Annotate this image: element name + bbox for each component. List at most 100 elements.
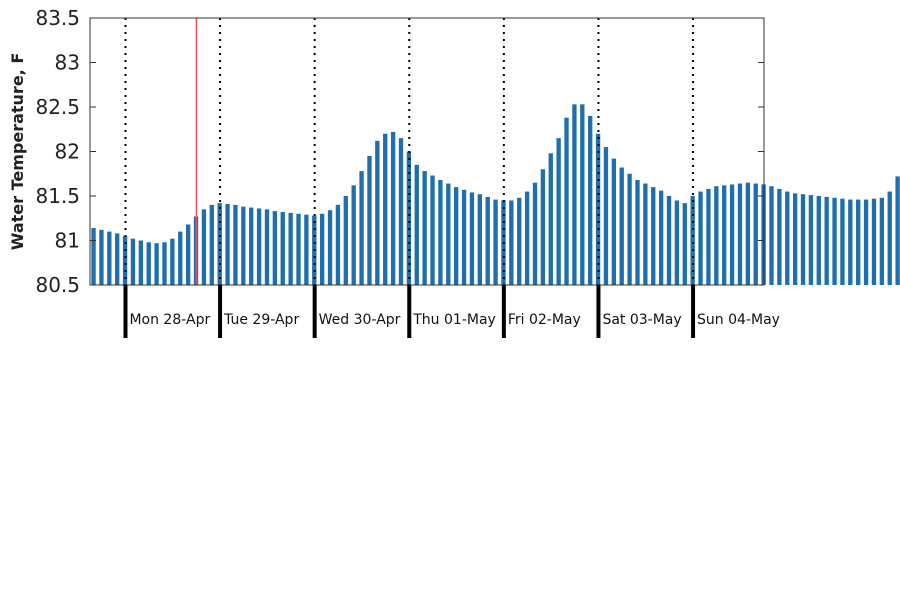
day-label: Sat 03-May <box>602 312 681 328</box>
temperature-bar <box>651 187 656 285</box>
temperature-bar <box>162 242 167 285</box>
temperature-bar <box>493 199 498 285</box>
temperature-bar <box>383 133 388 285</box>
temperature-bar <box>343 196 348 285</box>
x-axis-day-labels: Mon 28-Apr Tue 29-Apr Wed 30-Apr Thu 01-May… <box>129 312 779 328</box>
temperature-bar <box>485 196 490 285</box>
temperature-bar <box>327 210 333 285</box>
temperature-bar <box>840 198 845 285</box>
temperature-bar <box>611 158 616 285</box>
temperature-bar <box>256 208 262 285</box>
temperature-bar <box>729 184 735 285</box>
temperature-bar <box>745 182 751 285</box>
temperature-bar <box>698 191 703 285</box>
temperature-bar <box>390 131 396 285</box>
temperature-bar <box>816 196 821 285</box>
temperature-bar <box>848 199 853 285</box>
temperature-bar <box>714 186 719 285</box>
temperature-bar <box>454 187 459 285</box>
temperature-bar <box>241 206 246 285</box>
y-tick-label: 83 <box>55 51 80 75</box>
temperature-bar <box>154 243 159 285</box>
day-label: Thu 01-May <box>412 312 496 328</box>
temperature-bar <box>115 233 120 285</box>
y-axis-ticks: 80.5 81 81.5 82 82.5 83 83.5 <box>35 6 764 297</box>
y-tick-label: 80.5 <box>35 273 80 297</box>
temperature-bar <box>863 199 869 285</box>
day-label: Sun 04-May <box>697 312 780 328</box>
temperature-bar <box>335 204 341 285</box>
temperature-bar <box>556 138 561 285</box>
temperature-bar <box>509 200 514 285</box>
temperature-bar <box>777 188 782 285</box>
temperature-bar <box>178 231 183 285</box>
temperature-bar <box>635 179 640 285</box>
temperature-bar <box>406 151 412 285</box>
temperature-bar <box>619 167 624 285</box>
y-tick-label: 83.5 <box>35 6 80 30</box>
day-label: Wed 30-Apr <box>319 312 401 328</box>
temperature-bar <box>99 229 104 285</box>
temperature-bar <box>217 203 222 285</box>
temperature-bar <box>446 183 451 285</box>
temperature-bar <box>517 197 522 285</box>
temperature-bar <box>808 195 814 285</box>
temperature-bar <box>785 191 790 285</box>
temperature-bar <box>824 196 829 285</box>
temperature-bar <box>280 212 285 285</box>
temperature-bar <box>272 211 278 285</box>
temperature-bar <box>769 186 774 285</box>
day-separators <box>124 18 695 285</box>
temperature-bar <box>832 197 837 285</box>
temperature-bar <box>666 196 672 285</box>
temperature-bar <box>674 200 680 285</box>
y-tick-label: 81 <box>55 229 80 253</box>
temperature-bar <box>588 115 593 286</box>
temperature-bar <box>595 133 601 285</box>
temperature-bar <box>351 185 356 285</box>
temperature-bar <box>856 199 861 285</box>
temperature-bar <box>879 197 885 285</box>
y-axis-label: Water Temperature, F <box>8 53 27 251</box>
temperature-bar <box>627 173 632 285</box>
temperature-bar <box>895 176 900 285</box>
temperature-bar <box>722 185 727 285</box>
temperature-bar <box>296 213 301 285</box>
temperature-bar <box>398 138 404 285</box>
temperature-bar <box>753 183 758 285</box>
temperature-bar <box>367 155 372 285</box>
temperature-bar <box>477 194 482 285</box>
temperature-bar <box>887 191 892 285</box>
temperature-bar <box>800 194 806 285</box>
temperature-bar <box>603 147 609 285</box>
day-label: Mon 28-Apr <box>129 312 210 328</box>
temperature-bar <box>564 117 569 286</box>
temperature-bar <box>643 183 648 285</box>
temperature-bar <box>233 204 238 285</box>
temperature-bar <box>209 204 214 285</box>
temperature-bar <box>264 209 270 285</box>
temperature-bar <box>871 198 877 285</box>
temperature-bar <box>430 175 435 285</box>
temperature-bar <box>690 196 695 285</box>
temperature-bar <box>107 231 112 285</box>
temperature-bar <box>737 183 743 285</box>
temperature-bar <box>682 203 687 285</box>
temperature-bar <box>572 104 577 285</box>
temperature-bar <box>580 104 585 285</box>
temperature-bar <box>524 191 530 285</box>
temperature-bar <box>658 190 664 285</box>
temperature-bar <box>438 179 443 285</box>
temperature-bar <box>185 224 191 285</box>
temperature-bar <box>319 213 325 285</box>
temperature-bar <box>122 236 128 285</box>
temperature-bar <box>170 238 175 285</box>
temperature-bar <box>225 204 230 285</box>
temperature-bar <box>540 169 546 285</box>
temperature-bar <box>548 153 553 285</box>
temperature-bar <box>375 140 380 285</box>
y-tick-label: 82.5 <box>35 95 80 119</box>
temperature-bar <box>461 189 467 285</box>
bar-series <box>91 104 900 286</box>
